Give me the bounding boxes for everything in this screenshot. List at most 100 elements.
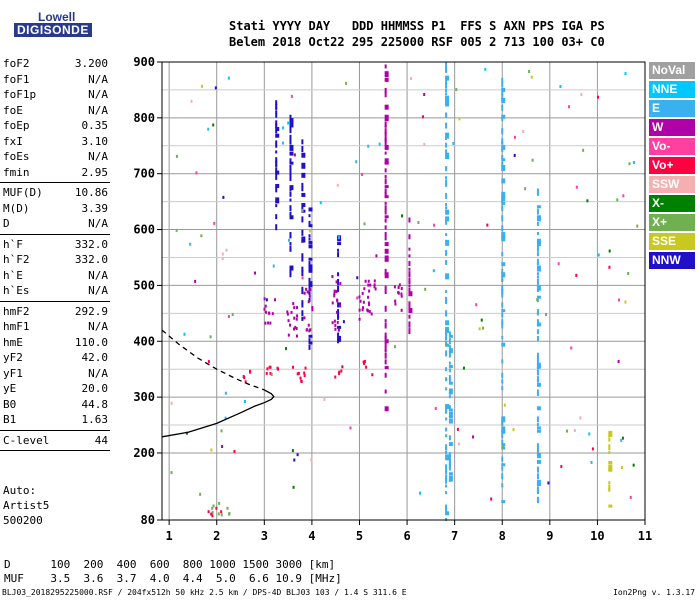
echo-mark (501, 232, 506, 239)
echo-mark (501, 268, 504, 275)
y-tick-label: 600 (133, 223, 155, 237)
echo-mark (253, 271, 256, 275)
echo-mark (512, 428, 515, 432)
echo-mark (227, 314, 230, 318)
echo-mark (448, 351, 451, 358)
echo-mark (286, 310, 289, 314)
echo-mark (448, 458, 451, 465)
echo-mark (445, 444, 448, 451)
param-name: yF2 (3, 351, 23, 364)
echo-mark (433, 223, 436, 227)
echo-mark (225, 248, 228, 252)
y-tick-label: 800 (133, 111, 155, 125)
echo-mark (301, 300, 304, 305)
auto-code: 500200 (3, 514, 43, 527)
echo-mark (289, 198, 292, 202)
echo-mark (358, 317, 361, 321)
chart-marks (161, 62, 639, 521)
echo-mark (183, 332, 186, 336)
echo-mark (275, 197, 280, 204)
echo-mark (536, 258, 539, 265)
echo-mark (501, 131, 504, 135)
echo-mark (608, 450, 611, 454)
echo-mark (448, 472, 453, 476)
echo-mark (308, 291, 311, 296)
echo-mark (501, 379, 504, 384)
echo-mark (384, 285, 387, 290)
legend-item-nne: NNE (649, 81, 695, 98)
echo-mark (501, 372, 504, 378)
param-name: h`Es (3, 284, 30, 297)
param-separator (0, 233, 110, 235)
echo-mark (384, 178, 387, 185)
echo-mark (361, 291, 364, 295)
param-row: fxI 3.10 (0, 134, 112, 150)
echo-mark (501, 215, 504, 222)
echo-mark (531, 158, 534, 162)
echo-mark (337, 248, 340, 252)
echo-mark (374, 287, 377, 291)
echo-mark (384, 352, 387, 359)
echo-mark (384, 218, 387, 223)
echo-mark (445, 377, 448, 382)
echo-mark (209, 335, 212, 339)
echo-mark (335, 310, 338, 314)
echo-mark (566, 429, 569, 433)
echo-mark (308, 257, 313, 261)
echo-mark (289, 185, 294, 191)
auto-label: Auto: (3, 484, 37, 497)
echo-mark (536, 496, 539, 503)
echo-mark (408, 304, 411, 309)
echo-mark (214, 86, 217, 90)
echo-mark (608, 464, 613, 471)
echo-mark (384, 151, 387, 155)
header-row-labels: Stati YYYY DAY DDD HHMMSS P1 FFS S AXN P… (229, 19, 605, 33)
echo-mark (337, 312, 340, 318)
echo-mark (289, 128, 292, 134)
echo-mark (301, 172, 306, 178)
echo-mark (295, 334, 298, 338)
echo-mark (445, 407, 448, 414)
x-tick-label: 5 (356, 529, 363, 543)
echo-mark (501, 205, 504, 212)
echo-mark (289, 242, 292, 246)
param-value: 2.95 (81, 165, 109, 179)
echo-mark (339, 282, 342, 286)
echo-mark (384, 205, 387, 210)
echo-mark (305, 287, 308, 291)
footer-info: BLJ03_2018295225000.RSF / 204fx512h 50 k… (2, 588, 407, 597)
param-row: hmF1 N/A (0, 319, 112, 335)
echo-mark (384, 114, 389, 119)
echo-mark (384, 141, 387, 146)
echo-mark (445, 75, 450, 81)
y-tick-label: 300 (133, 390, 155, 404)
echo-mark (289, 191, 292, 197)
y-tick-label: 200 (133, 446, 155, 460)
echo-mark (417, 221, 420, 225)
param-row: yF1 N/A (0, 366, 112, 382)
echo-mark (608, 444, 611, 451)
param-value: 1.63 (81, 413, 109, 426)
echo-mark (445, 477, 448, 484)
param-value: N/A (88, 320, 108, 333)
param-name: hmF1 (3, 320, 30, 333)
echo-mark (580, 93, 583, 97)
param-name: hmF2 (3, 304, 30, 318)
profile-dashed-line (161, 329, 265, 391)
echo-mark (248, 369, 251, 373)
echo-mark (448, 331, 451, 338)
echo-mark (275, 103, 278, 109)
echo-mark (408, 267, 411, 271)
param-row: B0 44.8 (0, 397, 112, 413)
echo-mark (367, 309, 370, 313)
param-name: fxI (3, 134, 23, 148)
echo-mark (445, 62, 448, 69)
echo-mark (501, 235, 506, 242)
echo-mark (445, 450, 448, 454)
echo-mark (308, 338, 311, 343)
echo-mark (448, 338, 451, 345)
echo-mark (264, 310, 267, 314)
echo-mark (524, 187, 527, 191)
echo-mark (536, 473, 539, 480)
echo-mark (617, 359, 620, 363)
